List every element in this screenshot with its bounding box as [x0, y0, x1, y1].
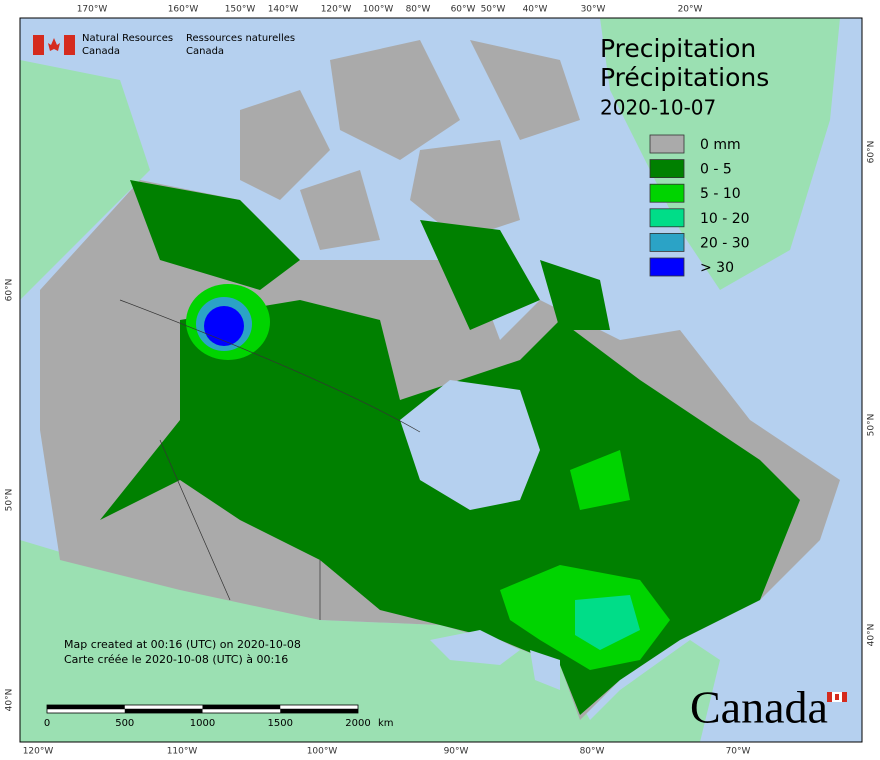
legend-label: 5 - 10 [700, 186, 741, 202]
frame [19, 17, 863, 743]
legend-swatch [649, 183, 685, 203]
agency-fr: Canada [186, 46, 224, 57]
scale-label: 2000 [345, 718, 370, 729]
logo [33, 35, 75, 55]
precip-0-5-north [130, 180, 610, 330]
graticule-label: 120°W [321, 5, 352, 15]
graticule-label: 120°W [23, 747, 54, 757]
scale-segment [47, 705, 125, 709]
legend-label: 0 - 5 [700, 162, 732, 178]
graticule-label: 90°W [444, 747, 469, 757]
agency-en: Natural Resources [82, 33, 173, 44]
legend-label: > 30 [700, 260, 734, 276]
legend-swatch [649, 257, 685, 277]
legend-label: 10 - 20 [700, 211, 750, 227]
scale-label: 1000 [190, 718, 215, 729]
credit: Carte créée le 2020-10-08 (UTC) à 00:16 [64, 653, 288, 666]
graticule-label: 160°W [168, 5, 199, 15]
maple-leaf [48, 38, 60, 51]
map-body [20, 18, 862, 742]
title-en: Precipitation [600, 34, 756, 63]
legend: 0 mm 0 - 5 5 - 10 10 - 20 20 - 30 > 30 [649, 134, 750, 277]
great-lakes [430, 630, 560, 690]
graticule-label: 100°W [307, 747, 338, 757]
graticule-label: 50°N [5, 489, 15, 512]
scale-label: 1500 [268, 718, 293, 729]
graticule-label: 40°N [867, 624, 877, 647]
wordmark-flag [827, 692, 847, 702]
hudson-bay [400, 380, 540, 510]
graticule-label: 60°N [5, 279, 15, 302]
legend-swatch [649, 232, 685, 252]
scale-segment [202, 705, 281, 709]
flag-bar [842, 692, 847, 702]
scale-label: 0 [44, 718, 50, 729]
agency-fr: Ressources naturelles [186, 33, 295, 44]
flag-bar [827, 692, 832, 702]
graticule-label: 140°W [268, 5, 299, 15]
legend-swatch [649, 159, 685, 179]
graticule-label: 100°W [363, 5, 394, 15]
scale-segment [124, 709, 203, 713]
legend-label: 20 - 30 [700, 235, 750, 251]
alaska [20, 60, 150, 300]
graticule-label: 150°W [225, 5, 256, 15]
agency-en: Canada [82, 46, 120, 57]
graticule-label: 80°W [406, 5, 431, 15]
graticule-label: 40°W [523, 5, 548, 15]
graticule-label: 70°W [726, 747, 751, 757]
graticule-label: 60°N [867, 141, 877, 164]
arctic-islands [240, 40, 580, 250]
scale-bar: 0 500 1000 1500 2000 km [44, 704, 394, 729]
legend-swatch [649, 134, 685, 154]
graticule-label: 60°W [451, 5, 476, 15]
greenland [600, 18, 840, 290]
scale-label: 500 [115, 718, 134, 729]
scale-segment [280, 709, 358, 713]
graticule-label: 170°W [77, 5, 108, 15]
graticule-label: 50°W [481, 5, 506, 15]
wordmark: Canada [690, 682, 828, 733]
maple-leaf [835, 694, 839, 700]
graticule-label: 30°W [581, 5, 606, 15]
graticule-label: 80°W [580, 747, 605, 757]
legend-swatch [649, 208, 685, 228]
boundaries [119, 299, 421, 620]
legend-label: 0 mm [700, 137, 741, 153]
credit: Map created at 00:16 (UTC) on 2020-10-08 [64, 638, 301, 651]
title-date: 2020-10-07 [600, 96, 716, 120]
graticule-label: 20°W [678, 5, 703, 15]
scale-unit: km [378, 718, 394, 729]
flag-bar [33, 35, 44, 55]
graticule-label: 50°N [867, 414, 877, 437]
precip-over-30 [204, 306, 244, 346]
flag-bar [64, 35, 75, 55]
title-fr: Précipitations [600, 63, 769, 92]
graticule-label: 40°N [5, 689, 15, 712]
graticule-label: 110°W [167, 747, 198, 757]
precip-10-20 [575, 595, 640, 650]
